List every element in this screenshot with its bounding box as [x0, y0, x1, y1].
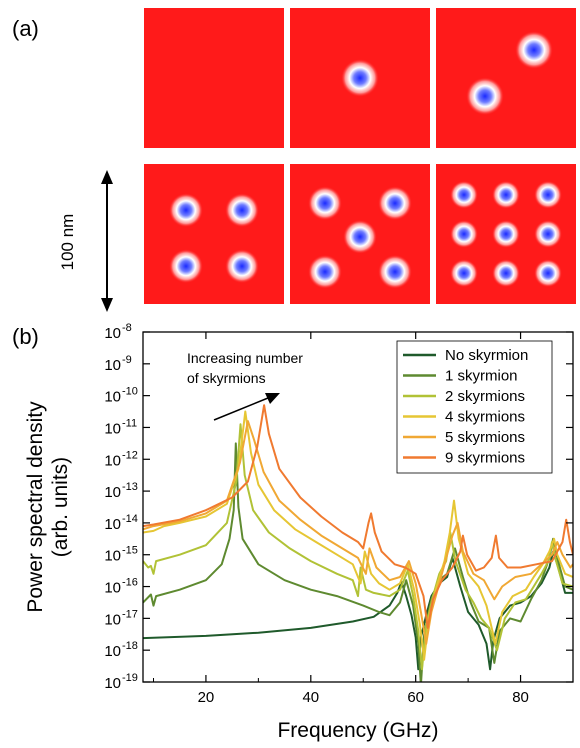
y-tick-label-exponent: -10	[122, 386, 138, 398]
series-line	[143, 550, 573, 671]
legend-box	[396, 340, 553, 474]
series-line	[143, 404, 573, 629]
skyrmion	[450, 259, 478, 288]
skyrmion	[169, 193, 203, 228]
y-tick-label: 10	[104, 611, 121, 628]
y-tick-label-exponent: -13	[122, 481, 138, 493]
skyrmion	[225, 193, 259, 228]
skyrmion-snapshots	[144, 8, 576, 304]
annotation-arrow-shaft	[213, 397, 269, 421]
legend-label: 2 skyrmions	[445, 388, 525, 405]
y-tick-label-exponent: -9	[122, 354, 132, 366]
snapshot-1	[144, 8, 284, 148]
y-axis-title-line1: Power spectral density	[24, 401, 47, 613]
annotation-line1: Increasing number	[187, 350, 303, 366]
y-tick-label-exponent: -12	[122, 449, 138, 461]
legend-label: 5 skyrmions	[445, 429, 525, 446]
x-axis-title: Frequency (GHz)	[277, 719, 438, 742]
series-line	[143, 420, 573, 645]
y-tick-label-exponent: -19	[122, 672, 138, 684]
panel-a-label: (a)	[12, 16, 39, 41]
snapshot-background	[436, 8, 576, 148]
annotation-arrow-head	[265, 393, 280, 404]
legend: No skyrmion 1 skyrmion 2 skyrmions 4 skyrmi…	[403, 347, 528, 467]
y-tick-label: 10	[104, 548, 121, 565]
y-tick-label-exponent: -14	[122, 513, 138, 525]
skyrmion	[450, 180, 478, 209]
snapshot-background	[144, 164, 284, 304]
skyrmion	[341, 59, 379, 97]
y-tick-label-exponent: -11	[122, 417, 137, 429]
y-tick-label: 10	[104, 420, 121, 437]
y-tick-label: 10	[104, 675, 121, 692]
snapshot-2	[290, 8, 430, 148]
plot-frame	[142, 331, 574, 683]
y-tick-label: 10	[104, 580, 121, 597]
series-group	[143, 404, 573, 682]
skyrmion	[534, 259, 562, 288]
skyrmion	[534, 220, 562, 248]
skyrmion	[492, 220, 520, 248]
y-tick-label: 10	[104, 643, 121, 660]
legend-label: No skyrmion	[445, 347, 528, 364]
y-axis: 10-810-910-1010-1110-1210-1310-1410-1510…	[104, 322, 573, 692]
skyrmion	[466, 77, 504, 116]
x-tick-label: 60	[407, 689, 424, 706]
y-tick-label: 10	[104, 484, 121, 501]
snapshot-4	[144, 164, 284, 304]
skyrmion	[169, 249, 203, 284]
skyrmion	[225, 249, 259, 284]
x-tick-label: 40	[302, 689, 319, 706]
scale-bar: 100 nm	[58, 170, 113, 312]
skyrmion	[492, 259, 520, 288]
y-tick-label: 10	[104, 389, 121, 406]
skyrmion	[378, 186, 412, 221]
x-axis: 20 40 60 80	[152, 332, 574, 706]
annotation-line2: of skyrmions	[187, 370, 266, 386]
series-line	[143, 423, 573, 671]
legend-label: 1 skyrmion	[445, 368, 518, 385]
snapshot-background	[144, 8, 284, 148]
y-tick-label: 10	[104, 452, 121, 469]
snapshot-3	[436, 8, 576, 148]
scale-bar-arrow-bottom	[101, 298, 113, 312]
skyrmion	[308, 186, 342, 221]
x-tick-label: 80	[512, 689, 529, 706]
skyrmion	[534, 180, 562, 209]
y-tick-label-exponent: -8	[122, 322, 132, 334]
legend-label: 9 skyrmions	[445, 450, 525, 467]
y-tick-label: 10	[104, 357, 121, 374]
y-tick-label: 10	[104, 325, 121, 342]
y-tick-label-exponent: -16	[122, 577, 138, 589]
scale-bar-label: 100 nm	[58, 214, 77, 271]
series-line	[143, 442, 573, 682]
skyrmion	[492, 180, 520, 209]
snapshot-6	[436, 164, 576, 304]
panel-b-label: (b)	[12, 324, 39, 349]
skyrmion	[308, 254, 342, 289]
y-tick-label-exponent: -18	[122, 640, 138, 652]
y-tick-label: 10	[104, 516, 121, 533]
scale-bar-arrow-top	[101, 170, 113, 184]
y-tick-label-exponent: -15	[122, 545, 138, 557]
y-tick-label-exponent: -17	[122, 608, 138, 620]
skyrmion	[450, 220, 478, 248]
skyrmion	[515, 31, 553, 69]
skyrmion	[343, 219, 377, 254]
skyrmion	[378, 254, 412, 289]
x-tick-label: 20	[198, 689, 215, 706]
snapshot-5	[290, 164, 430, 304]
y-axis-title-line2: (arb. units)	[49, 457, 72, 557]
legend-label: 4 skyrmions	[445, 409, 525, 426]
